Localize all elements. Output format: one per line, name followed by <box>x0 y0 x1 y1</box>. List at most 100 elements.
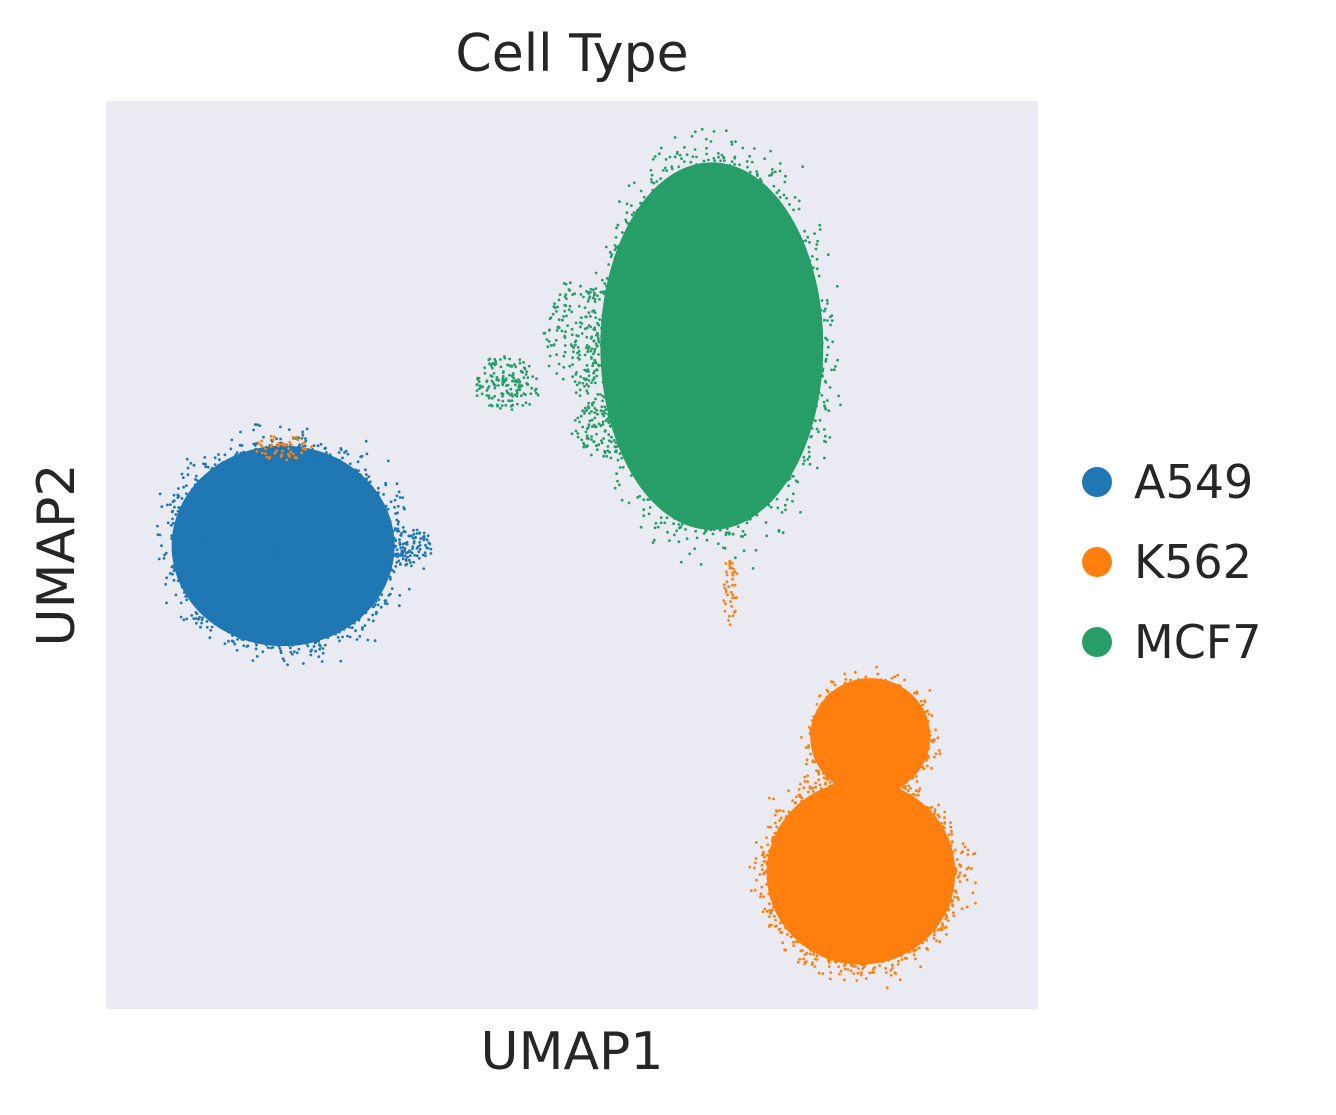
point-a549 <box>224 592 228 595</box>
point-a549 <box>333 585 337 588</box>
point-a549 <box>364 468 367 472</box>
point-k562 <box>936 813 940 817</box>
point-k562 <box>920 867 923 870</box>
point-k562 <box>942 843 946 847</box>
point-k562 <box>904 903 908 907</box>
point-a549 <box>298 577 302 581</box>
point-k562 <box>887 957 890 961</box>
point-a549 <box>200 553 204 557</box>
point-a549 <box>219 546 223 549</box>
point-k562 <box>760 845 763 849</box>
point-k562 <box>870 858 873 862</box>
point-a549 <box>345 481 349 485</box>
point-k562 <box>802 918 805 921</box>
point-k562 <box>883 930 887 933</box>
point-a549 <box>286 547 290 551</box>
point-a549 <box>243 534 247 538</box>
point-a549 <box>303 464 307 467</box>
point-k562 <box>915 871 919 874</box>
point-a549 <box>322 633 326 637</box>
point-k562 <box>791 799 794 802</box>
point-k562 <box>872 913 875 917</box>
point-a549 <box>265 593 268 597</box>
point-a549 <box>177 494 181 498</box>
point-a549 <box>212 586 216 590</box>
point-k562 <box>896 828 900 832</box>
point-k562 <box>870 928 874 931</box>
point-k562 <box>890 884 894 888</box>
point-a549 <box>195 559 199 563</box>
point-a549 <box>200 489 203 492</box>
point-k562 <box>804 941 807 945</box>
point-a549 <box>245 518 249 522</box>
point-a549 <box>320 660 324 663</box>
point-k562 <box>954 891 958 894</box>
point-a549 <box>285 455 289 459</box>
point-k562 <box>836 931 839 935</box>
point-a549 <box>302 477 306 480</box>
point-a549 <box>360 501 364 504</box>
point-a549 <box>273 501 277 504</box>
point-a549 <box>258 625 262 629</box>
point-k562 <box>882 833 885 837</box>
point-k562 <box>857 887 860 890</box>
point-k562 <box>786 829 790 832</box>
point-k562 <box>813 887 817 891</box>
point-a549 <box>335 578 338 581</box>
point-a549 <box>371 605 375 609</box>
point-k562 <box>949 882 953 885</box>
point-k562 <box>947 882 951 886</box>
point-a549 <box>212 594 216 598</box>
point-k562 <box>839 803 843 807</box>
point-a549 <box>316 559 320 563</box>
point-k562 <box>847 857 851 860</box>
point-a549 <box>206 610 210 614</box>
point-k562 <box>958 871 962 875</box>
point-k562 <box>772 872 776 876</box>
point-a549 <box>341 556 345 560</box>
point-a549 <box>339 560 342 563</box>
point-a549 <box>220 593 224 597</box>
point-a549 <box>281 514 285 517</box>
point-a549 <box>337 451 341 454</box>
point-a549 <box>296 540 300 544</box>
point-k562 <box>897 841 901 845</box>
point-a549 <box>373 513 377 516</box>
point-a549 <box>247 556 251 559</box>
point-k562 <box>823 817 827 820</box>
point-a549 <box>276 455 279 459</box>
point-k562 <box>852 899 855 903</box>
point-a549 <box>218 615 221 618</box>
point-k562 <box>878 942 881 946</box>
point-k562 <box>892 913 896 917</box>
point-a549 <box>344 478 347 482</box>
point-a549 <box>221 478 225 482</box>
point-k562 <box>934 817 937 820</box>
point-k562 <box>833 881 837 885</box>
point-a549 <box>340 533 343 537</box>
point-a549 <box>366 485 370 489</box>
point-k562 <box>806 869 810 873</box>
point-a549 <box>381 570 385 573</box>
point-a549 <box>190 586 194 589</box>
point-k562 <box>857 835 861 838</box>
point-a549 <box>326 548 330 552</box>
point-a549 <box>195 590 198 594</box>
point-a549 <box>182 541 185 544</box>
point-k562 <box>773 813 777 817</box>
point-k562 <box>859 973 863 977</box>
point-a549 <box>338 478 341 481</box>
point-a549 <box>280 616 284 620</box>
point-a549 <box>244 515 248 519</box>
point-a549 <box>288 511 292 515</box>
point-a549 <box>317 530 320 534</box>
point-k562 <box>922 879 926 883</box>
point-k562 <box>857 922 861 925</box>
point-a549 <box>199 478 203 482</box>
point-k562 <box>875 942 878 946</box>
point-k562 <box>864 937 868 940</box>
point-k562 <box>804 841 808 844</box>
point-a549 <box>384 539 387 542</box>
point-a549 <box>399 533 403 537</box>
point-a549 <box>321 472 325 476</box>
